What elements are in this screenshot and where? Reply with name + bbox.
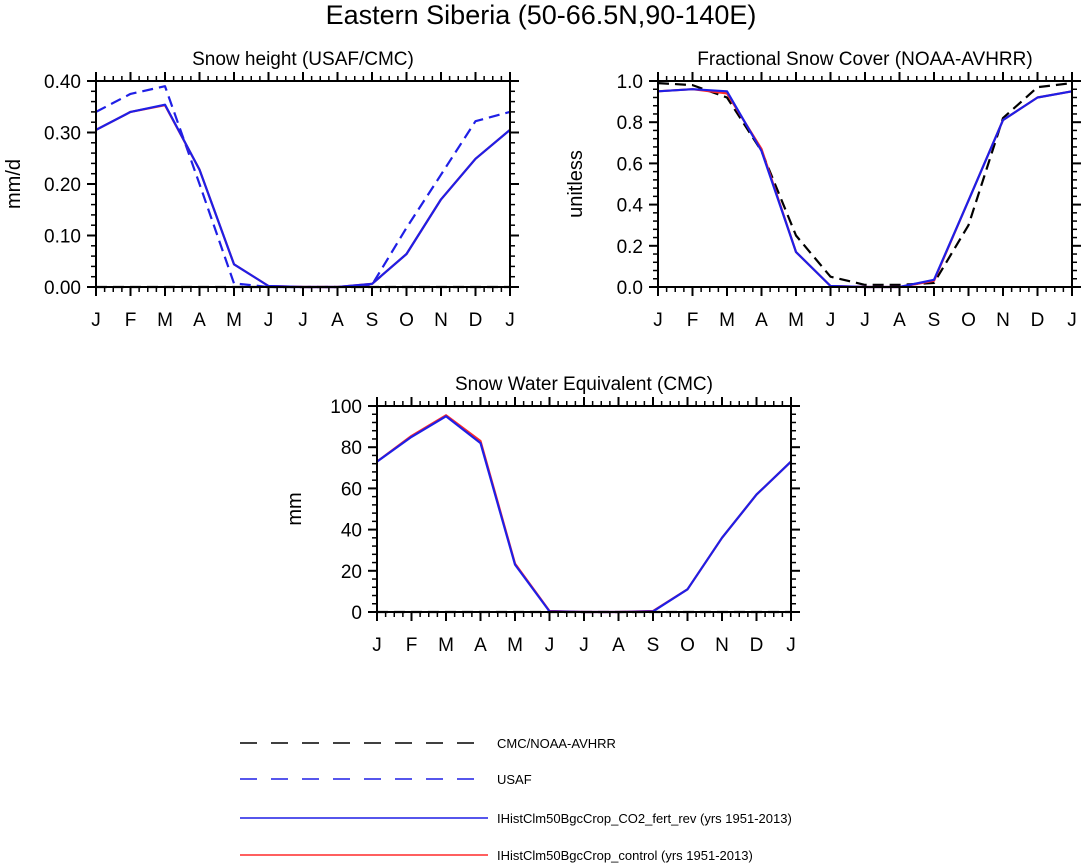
series-line-4 <box>95 103 511 289</box>
figure-title: Eastern Siberia (50-66.5N,90-140E) <box>326 0 757 30</box>
series-line-1 <box>657 82 1073 286</box>
legend-label: USAF <box>497 772 532 787</box>
x-tick-label: J <box>91 310 101 331</box>
x-tick-label: J <box>505 310 515 331</box>
x-tick-label: M <box>719 310 735 331</box>
series-line-3 <box>376 415 792 614</box>
legend-item: IHistClm50BgcCrop_control (yrs 1951-2013… <box>240 848 753 863</box>
series-line-2 <box>376 414 792 614</box>
legend-item: USAF <box>240 772 532 787</box>
x-tick-label: M <box>438 635 454 656</box>
series-line-2 <box>95 85 511 289</box>
y-tick-label: 100 <box>330 397 362 418</box>
x-tick-label: J <box>545 635 555 656</box>
y-tick-label: 40 <box>341 521 362 542</box>
x-tick-label: D <box>1031 310 1045 331</box>
x-tick-label: N <box>715 635 729 656</box>
series-line-3 <box>657 88 1073 289</box>
x-tick-label: O <box>399 310 414 331</box>
x-tick-label: M <box>788 310 804 331</box>
plot-frame <box>376 405 792 613</box>
chart-panel-2: Fractional Snow Cover (NOAA-AVHRR) unitle… <box>565 49 1081 331</box>
x-tick-label: F <box>687 310 699 331</box>
y-tick-label: 0.10 <box>44 227 81 248</box>
chart-title: Snow Water Equivalent (CMC) <box>455 374 713 395</box>
x-tick-label: N <box>434 310 448 331</box>
chart-title: Snow height (USAF/CMC) <box>192 49 414 70</box>
y-tick-label: 0.0 <box>617 278 643 299</box>
y-tick-label: 0.4 <box>617 196 644 217</box>
x-tick-label: A <box>193 310 206 331</box>
y-tick-label: 1.0 <box>617 72 643 93</box>
plot-frame <box>657 80 1073 288</box>
x-tick-label: O <box>961 310 976 331</box>
x-tick-label: J <box>579 635 589 656</box>
x-tick-label: J <box>653 310 663 331</box>
y-tick-label: 0 <box>351 603 362 624</box>
x-tick-label: F <box>406 635 418 656</box>
x-tick-label: A <box>612 635 625 656</box>
y-axis-label: unitless <box>565 150 587 218</box>
x-tick-label: S <box>366 310 379 331</box>
y-axis-label: mm/d <box>3 159 25 209</box>
y-tick-label: 0.20 <box>44 175 81 196</box>
y-ticks: 0 20 40 60 80 100 <box>330 397 800 624</box>
x-tick-label: S <box>647 635 660 656</box>
y-tick-label: 0.6 <box>617 154 643 175</box>
chart-panel-3: Snow Water Equivalent (CMC)mmJ F M A M J J A S O N… <box>284 374 800 656</box>
x-tick-label: F <box>125 310 137 331</box>
plot-frame <box>95 80 511 288</box>
legend-label: IHistClm50BgcCrop_control (yrs 1951-2013… <box>497 848 753 863</box>
chart-panels: Snow height (USAF/CMC)mm/dJ F M A M J J A S O N D J0… <box>3 49 1081 656</box>
x-tick-label: J <box>298 310 308 331</box>
chart-title: Fractional Snow Cover (NOAA-AVHRR) <box>697 49 1032 70</box>
x-tick-label: M <box>507 635 523 656</box>
series-group <box>95 85 511 289</box>
y-tick-label: 0.00 <box>44 278 81 299</box>
x-tick-label: D <box>750 635 764 656</box>
y-tick-label: 0.40 <box>44 72 81 93</box>
x-tick-label: N <box>996 310 1010 331</box>
y-tick-label: 80 <box>341 438 362 459</box>
x-tick-label: J <box>264 310 274 331</box>
x-tick-label: J <box>786 635 796 656</box>
x-tick-label: J <box>372 635 382 656</box>
x-tick-label: A <box>331 310 344 331</box>
y-axis-label: mm <box>284 492 306 525</box>
x-tick-label: J <box>1067 310 1077 331</box>
legend-label: IHistClm50BgcCrop_CO2_fert_rev (yrs 1951… <box>497 811 792 826</box>
series-line-3 <box>95 104 511 289</box>
series-line-2 <box>657 88 1073 289</box>
x-tick-label: A <box>893 310 906 331</box>
x-tick-label: S <box>928 310 941 331</box>
y-tick-label: 20 <box>341 562 362 583</box>
x-tick-label: J <box>826 310 836 331</box>
y-ticks: 0.00 0.10 0.20 0.30 0.40 <box>44 72 519 299</box>
series-group <box>657 82 1073 289</box>
x-tick-label: O <box>680 635 695 656</box>
x-tick-label: M <box>157 310 173 331</box>
x-tick-label: A <box>474 635 487 656</box>
legend-label: CMC/NOAA-AVHRR <box>497 736 616 751</box>
y-tick-label: 60 <box>341 479 362 500</box>
y-tick-label: 0.8 <box>617 113 643 134</box>
series-group <box>376 414 792 614</box>
legend: CMC/NOAA-AVHRR USAF IHistClm50BgcCrop_CO2_… <box>240 736 792 863</box>
y-tick-label: 0.30 <box>44 124 81 145</box>
x-tick-label: D <box>469 310 483 331</box>
chart-panel-1: Snow height (USAF/CMC)mm/dJ F M A M J J A S O N D J0… <box>3 49 519 331</box>
x-tick-label: J <box>860 310 870 331</box>
legend-item: IHistClm50BgcCrop_CO2_fert_rev (yrs 1951… <box>240 811 792 826</box>
legend-item: CMC/NOAA-AVHRR <box>240 736 616 751</box>
y-tick-label: 0.2 <box>617 237 643 258</box>
y-ticks: 0.0 0.2 0.4 0.6 0.8 1.0 <box>617 72 1081 299</box>
x-tick-label: M <box>226 310 242 331</box>
x-tick-label: A <box>755 310 768 331</box>
